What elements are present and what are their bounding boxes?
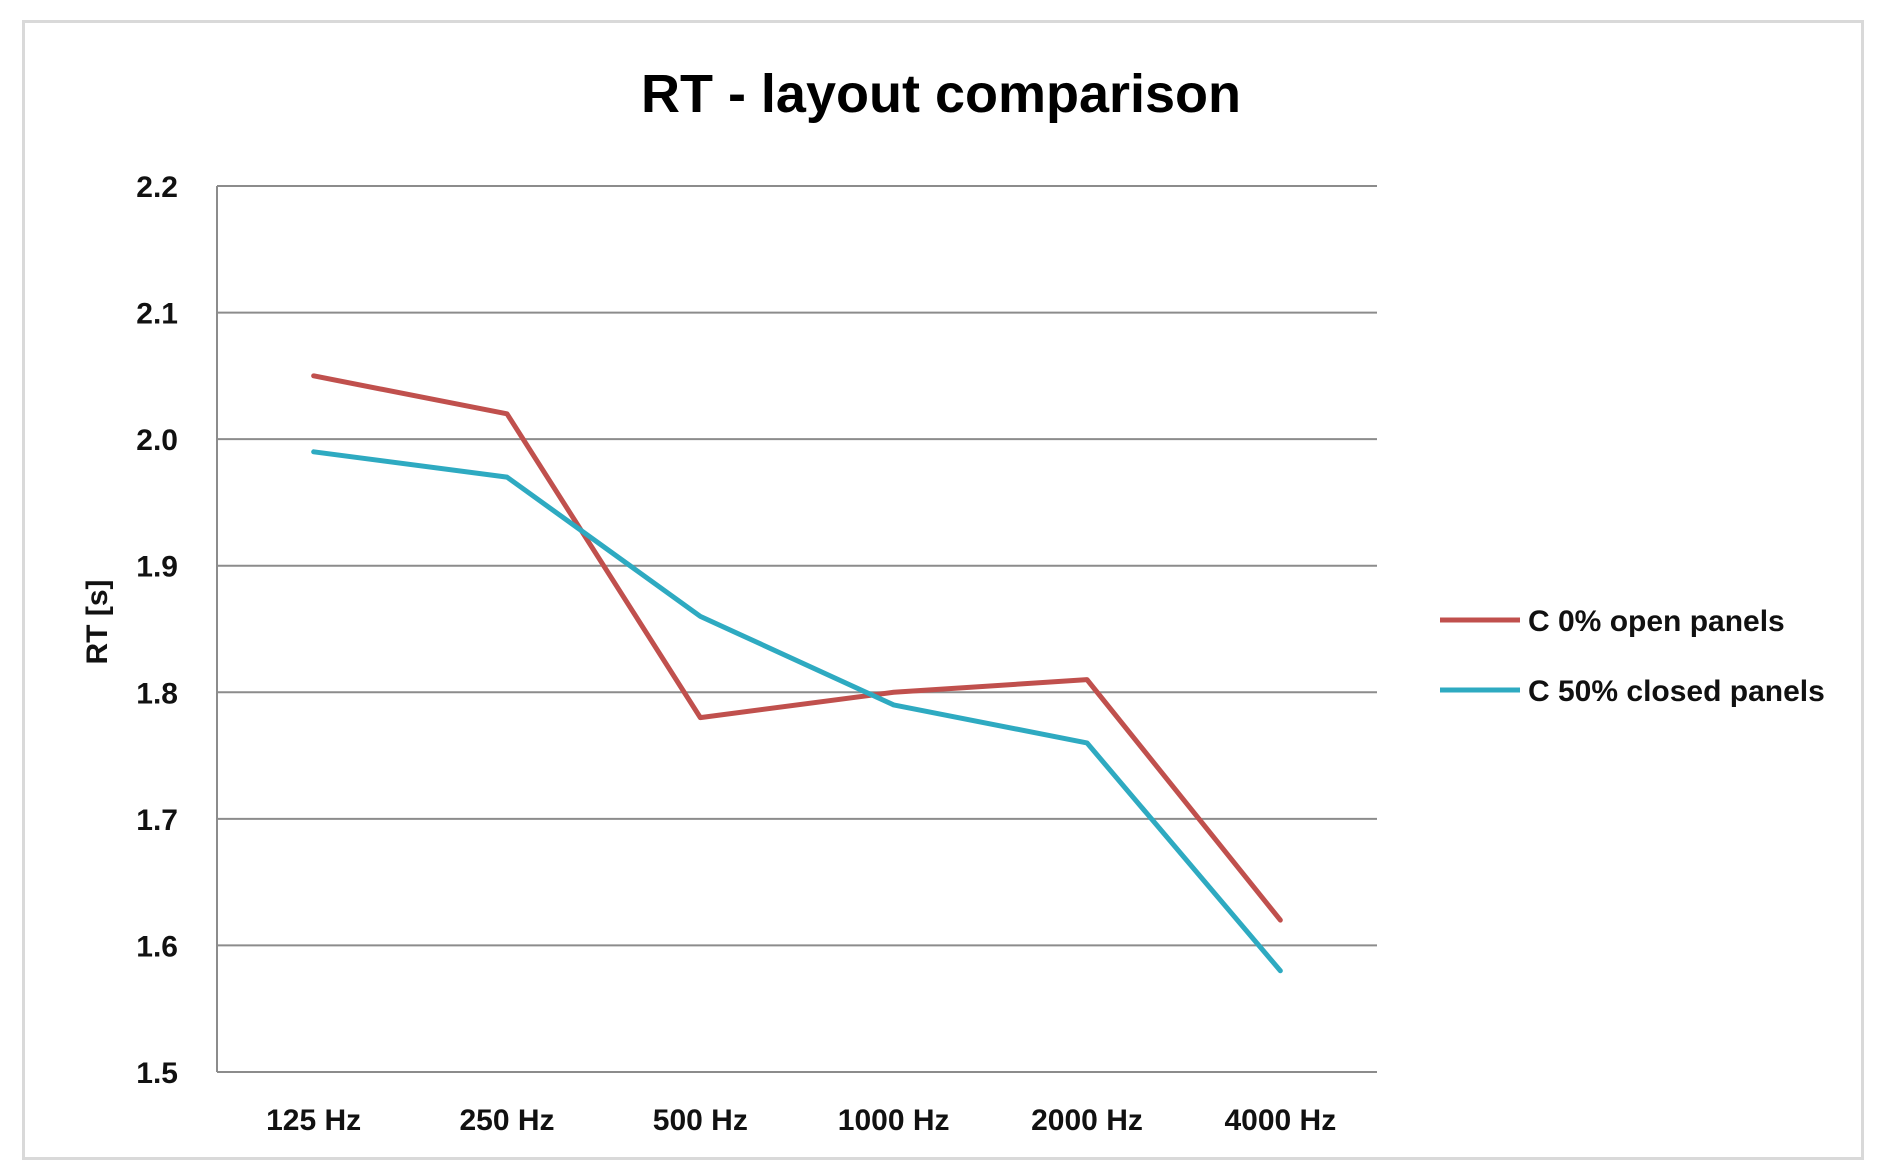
axes: [216, 186, 1377, 1073]
series-line-2: [311, 449, 1283, 974]
y-axis-title: RT [s]: [81, 580, 114, 665]
x-tick-label: 1000 Hz: [838, 1104, 950, 1137]
y-axis-ticks: 1.5 1.6 1.7 1.8 1.9 2.0 2.1 2.2: [136, 171, 178, 1090]
x-tick-label: 4000 Hz: [1224, 1104, 1336, 1137]
legend-label: C 50% closed panels: [1528, 675, 1825, 708]
x-axis-ticks: 125 Hz 250 Hz 500 Hz 1000 Hz 2000 Hz 4000 Hz: [266, 1104, 1336, 1137]
legend-label: C 0% open panels: [1528, 605, 1785, 638]
y-tick-label: 1.5: [136, 1057, 178, 1090]
y-tick-label: 2.2: [136, 171, 178, 204]
y-tick-label: 2.1: [136, 298, 178, 331]
x-tick-label: 2000 Hz: [1031, 1104, 1143, 1137]
y-tick-label: 1.9: [136, 551, 178, 584]
x-tick-label: 125 Hz: [266, 1104, 361, 1137]
x-tick-label: 250 Hz: [459, 1104, 554, 1137]
y-tick-label: 1.6: [136, 930, 178, 963]
chart-title: RT - layout comparison: [641, 64, 1241, 124]
gridlines: [217, 185, 1377, 947]
y-tick-label: 1.8: [136, 677, 178, 710]
x-tick-label: 500 Hz: [653, 1104, 748, 1137]
legend: C 0% open panels C 50% closed panels: [1440, 605, 1825, 708]
y-tick-label: 1.7: [136, 804, 178, 837]
y-tick-label: 2.0: [136, 424, 178, 457]
series-lines: [311, 373, 1283, 974]
series-line-1: [311, 373, 1283, 923]
chart-frame: [22, 20, 1864, 1160]
